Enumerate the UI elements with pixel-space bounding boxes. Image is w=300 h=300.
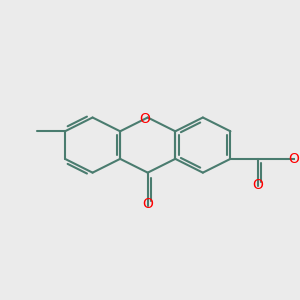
Text: O: O	[142, 197, 153, 211]
Text: O: O	[288, 152, 299, 166]
Text: O: O	[253, 178, 263, 192]
Text: O: O	[140, 112, 150, 126]
